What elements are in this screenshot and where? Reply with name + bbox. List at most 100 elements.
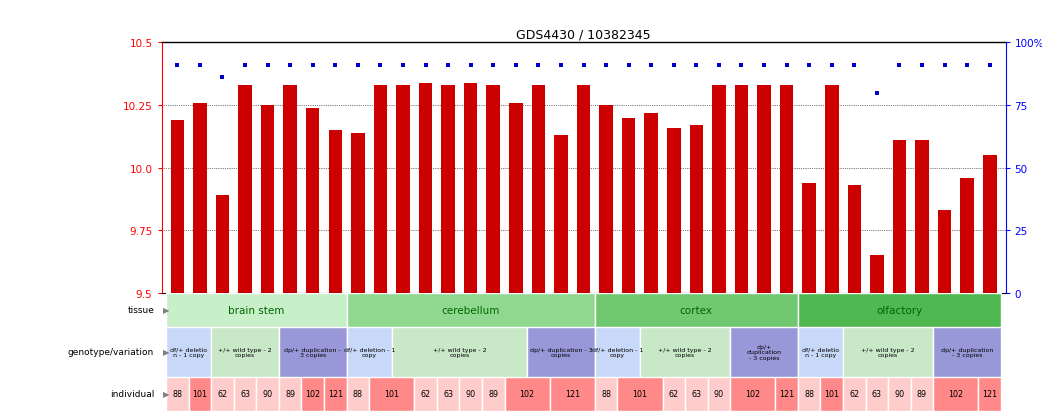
- Bar: [554, 136, 568, 293]
- Bar: [166, 293, 347, 327]
- Bar: [825, 86, 839, 293]
- Text: 102: 102: [305, 389, 320, 399]
- Bar: [239, 86, 252, 293]
- Bar: [847, 185, 861, 293]
- Bar: [374, 86, 388, 293]
- Bar: [464, 83, 477, 293]
- Bar: [690, 126, 703, 293]
- Point: [869, 90, 886, 97]
- Text: 90: 90: [466, 389, 476, 399]
- Bar: [934, 377, 978, 411]
- Text: dp/+
duplication
- 3 copies: dp/+ duplication - 3 copies: [746, 344, 782, 360]
- Text: df/+ deletion - 1
copy: df/+ deletion - 1 copy: [344, 347, 395, 357]
- Point: [620, 62, 637, 69]
- Text: +/+ wild type - 2
copies: +/+ wild type - 2 copies: [432, 347, 487, 357]
- Text: 62: 62: [849, 389, 860, 399]
- Text: 121: 121: [779, 389, 794, 399]
- Bar: [798, 293, 1001, 327]
- Text: olfactory: olfactory: [876, 305, 922, 315]
- Text: 121: 121: [328, 389, 343, 399]
- Point: [237, 62, 253, 69]
- Point: [372, 62, 389, 69]
- Bar: [531, 86, 545, 293]
- Point: [755, 62, 772, 69]
- Bar: [233, 377, 256, 411]
- Bar: [730, 327, 798, 377]
- Text: GDS4430 / 10382345: GDS4430 / 10382345: [516, 28, 651, 41]
- Text: 102: 102: [948, 389, 964, 399]
- Point: [552, 62, 569, 69]
- Point: [598, 62, 615, 69]
- Bar: [730, 377, 775, 411]
- Bar: [577, 86, 590, 293]
- Bar: [504, 377, 550, 411]
- Bar: [802, 183, 816, 293]
- Text: df/+ deletio
n - 1 copy: df/+ deletio n - 1 copy: [170, 347, 207, 357]
- Bar: [166, 327, 212, 377]
- Bar: [644, 113, 658, 293]
- Text: +/+ wild type - 2
copies: +/+ wild type - 2 copies: [659, 347, 712, 357]
- Bar: [735, 86, 748, 293]
- Text: cortex: cortex: [679, 305, 713, 315]
- Bar: [622, 118, 636, 293]
- Bar: [369, 377, 415, 411]
- Text: dp/+ duplication -
3 copies: dp/+ duplication - 3 copies: [284, 347, 341, 357]
- Point: [982, 62, 998, 69]
- Bar: [938, 211, 951, 293]
- Text: 102: 102: [745, 389, 761, 399]
- Point: [327, 62, 344, 69]
- Text: 101: 101: [824, 389, 839, 399]
- Bar: [482, 377, 504, 411]
- Point: [846, 62, 863, 69]
- Bar: [911, 377, 934, 411]
- Bar: [685, 377, 708, 411]
- Bar: [171, 121, 184, 293]
- Bar: [870, 256, 884, 293]
- Bar: [260, 106, 274, 293]
- Bar: [961, 178, 974, 293]
- Point: [192, 62, 208, 69]
- Bar: [306, 108, 320, 293]
- Point: [440, 62, 456, 69]
- Point: [485, 62, 501, 69]
- Point: [823, 62, 840, 69]
- Point: [304, 62, 321, 69]
- Bar: [460, 377, 482, 411]
- Point: [575, 62, 592, 69]
- Bar: [843, 377, 866, 411]
- Text: dp/+ duplication - 3
copies: dp/+ duplication - 3 copies: [529, 347, 592, 357]
- Bar: [798, 327, 843, 377]
- Bar: [415, 377, 437, 411]
- Bar: [324, 377, 347, 411]
- Text: ▶: ▶: [163, 389, 169, 399]
- Text: 101: 101: [632, 389, 647, 399]
- Text: 101: 101: [384, 389, 399, 399]
- Text: 63: 63: [443, 389, 453, 399]
- Point: [734, 62, 750, 69]
- Point: [801, 62, 818, 69]
- Bar: [351, 133, 365, 293]
- Bar: [595, 293, 798, 327]
- Bar: [667, 128, 680, 293]
- Text: 121: 121: [983, 389, 997, 399]
- Point: [959, 62, 975, 69]
- Text: 62: 62: [669, 389, 678, 399]
- Bar: [283, 86, 297, 293]
- Bar: [437, 377, 460, 411]
- Point: [530, 62, 547, 69]
- Text: 101: 101: [193, 389, 207, 399]
- Bar: [442, 86, 455, 293]
- Bar: [301, 377, 324, 411]
- Bar: [893, 141, 907, 293]
- Bar: [915, 141, 928, 293]
- Text: 90: 90: [894, 389, 904, 399]
- Text: 63: 63: [691, 389, 701, 399]
- Bar: [640, 327, 730, 377]
- Point: [214, 75, 230, 82]
- Bar: [798, 377, 820, 411]
- Bar: [256, 377, 279, 411]
- Text: 89: 89: [489, 389, 498, 399]
- Bar: [527, 327, 595, 377]
- Bar: [758, 86, 771, 293]
- Bar: [708, 377, 730, 411]
